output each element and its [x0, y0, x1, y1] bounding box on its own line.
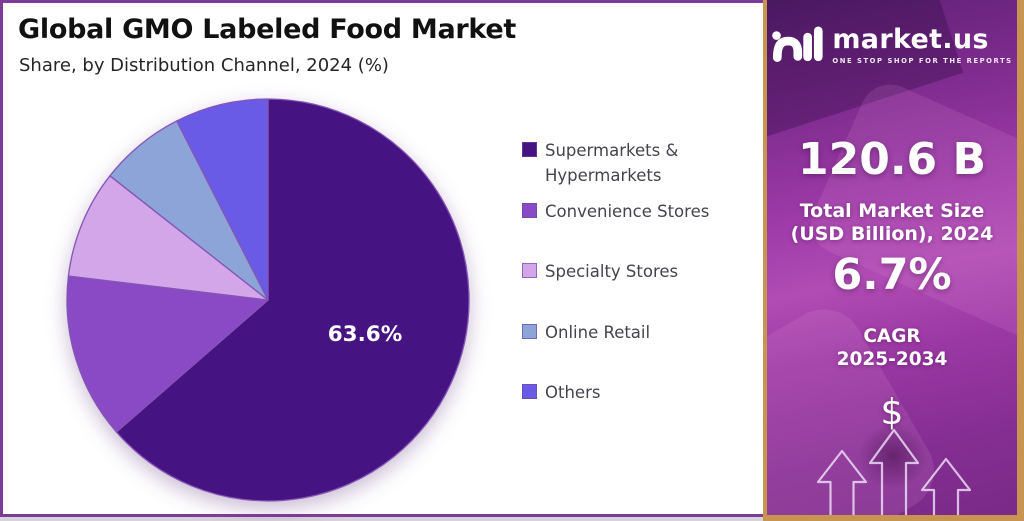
pie-slice-convenience-stores [66, 275, 269, 433]
legend-swatch [522, 263, 537, 278]
legend-item-online-retail: Online Retail [522, 321, 725, 346]
chart-panel: Global GMO Labeled Food Market Share, by… [3, 3, 763, 514]
brand-logo-text: market.us ONE STOP SHOP FOR THE REPORTS [832, 26, 1012, 65]
growth-arrow-left [816, 449, 868, 515]
legend-label: Specialty Stores [545, 262, 679, 281]
pie-chart-svg: 63.6% [66, 98, 470, 502]
page-title: Global GMO Labeled Food Market [18, 14, 516, 45]
pie-slice-others [176, 98, 269, 301]
legend-label: Convenience Stores [545, 201, 710, 221]
cagr-label-line1: CAGR [863, 326, 921, 347]
dollar-sign: $ [880, 392, 904, 433]
legend-swatch [522, 384, 537, 399]
frame-border-bottom [0, 514, 763, 517]
legend-item-specialty-stores: Specialty Stores [522, 260, 725, 285]
legend-label: Others [545, 383, 601, 402]
market-size-value: 120.6 B [797, 134, 987, 185]
pie-slice-specialty-stores [67, 175, 269, 301]
cagr-label-line2: 2025-2034 [836, 348, 948, 370]
market-size-label: Total Market Size (USD Billion), 2024 [767, 200, 1017, 246]
brand-tagline: ONE STOP SHOP FOR THE REPORTS [832, 56, 1013, 65]
market-size-label-line2: (USD Billion), 2024 [790, 223, 994, 246]
cagr-label: CAGR 2025-2034 [767, 326, 1017, 371]
legend-item-others: Others [522, 381, 725, 406]
pie-slice-supermarkets-hypermarkets [115, 98, 470, 502]
market-size-label-line1: Total Market Size [799, 200, 985, 222]
brand-sidebar: market.us ONE STOP SHOP FOR THE REPORTS … [763, 0, 1024, 521]
legend-swatch [522, 202, 537, 218]
growth-arrow-right [920, 457, 972, 515]
brand-name: market.us [832, 23, 989, 55]
brand-logo: market.us ONE STOP SHOP FOR THE REPORTS [767, 24, 1017, 66]
legend-swatch [522, 142, 537, 157]
growth-arrows-graphic [816, 428, 972, 515]
legend-item-convenience-stores: Convenience Stores [522, 200, 725, 225]
market-us-logo-icon [772, 26, 823, 62]
legend-label: Online Retail [545, 322, 651, 342]
chart-legend: Supermarkets & Hypermarkets Convenience S… [522, 139, 757, 459]
cagr-value: 6.7% [832, 250, 952, 300]
sidebar-photo-shade [767, 0, 964, 141]
growth-arrow-middle [868, 428, 920, 515]
chart-subtitle: Share, by Distribution Channel, 2024 (%) [19, 55, 389, 76]
legend-swatch [522, 323, 537, 339]
legend-item-supermarkets-hypermarkets: Supermarkets & Hypermarkets [522, 139, 725, 189]
frame-border-left [0, 0, 3, 517]
frame-border-top [0, 0, 1024, 3]
pie-data-label: 63.6% [328, 322, 403, 347]
legend-label: Supermarkets & Hypermarkets [545, 141, 679, 185]
pie-chart: 63.6% [63, 95, 473, 505]
